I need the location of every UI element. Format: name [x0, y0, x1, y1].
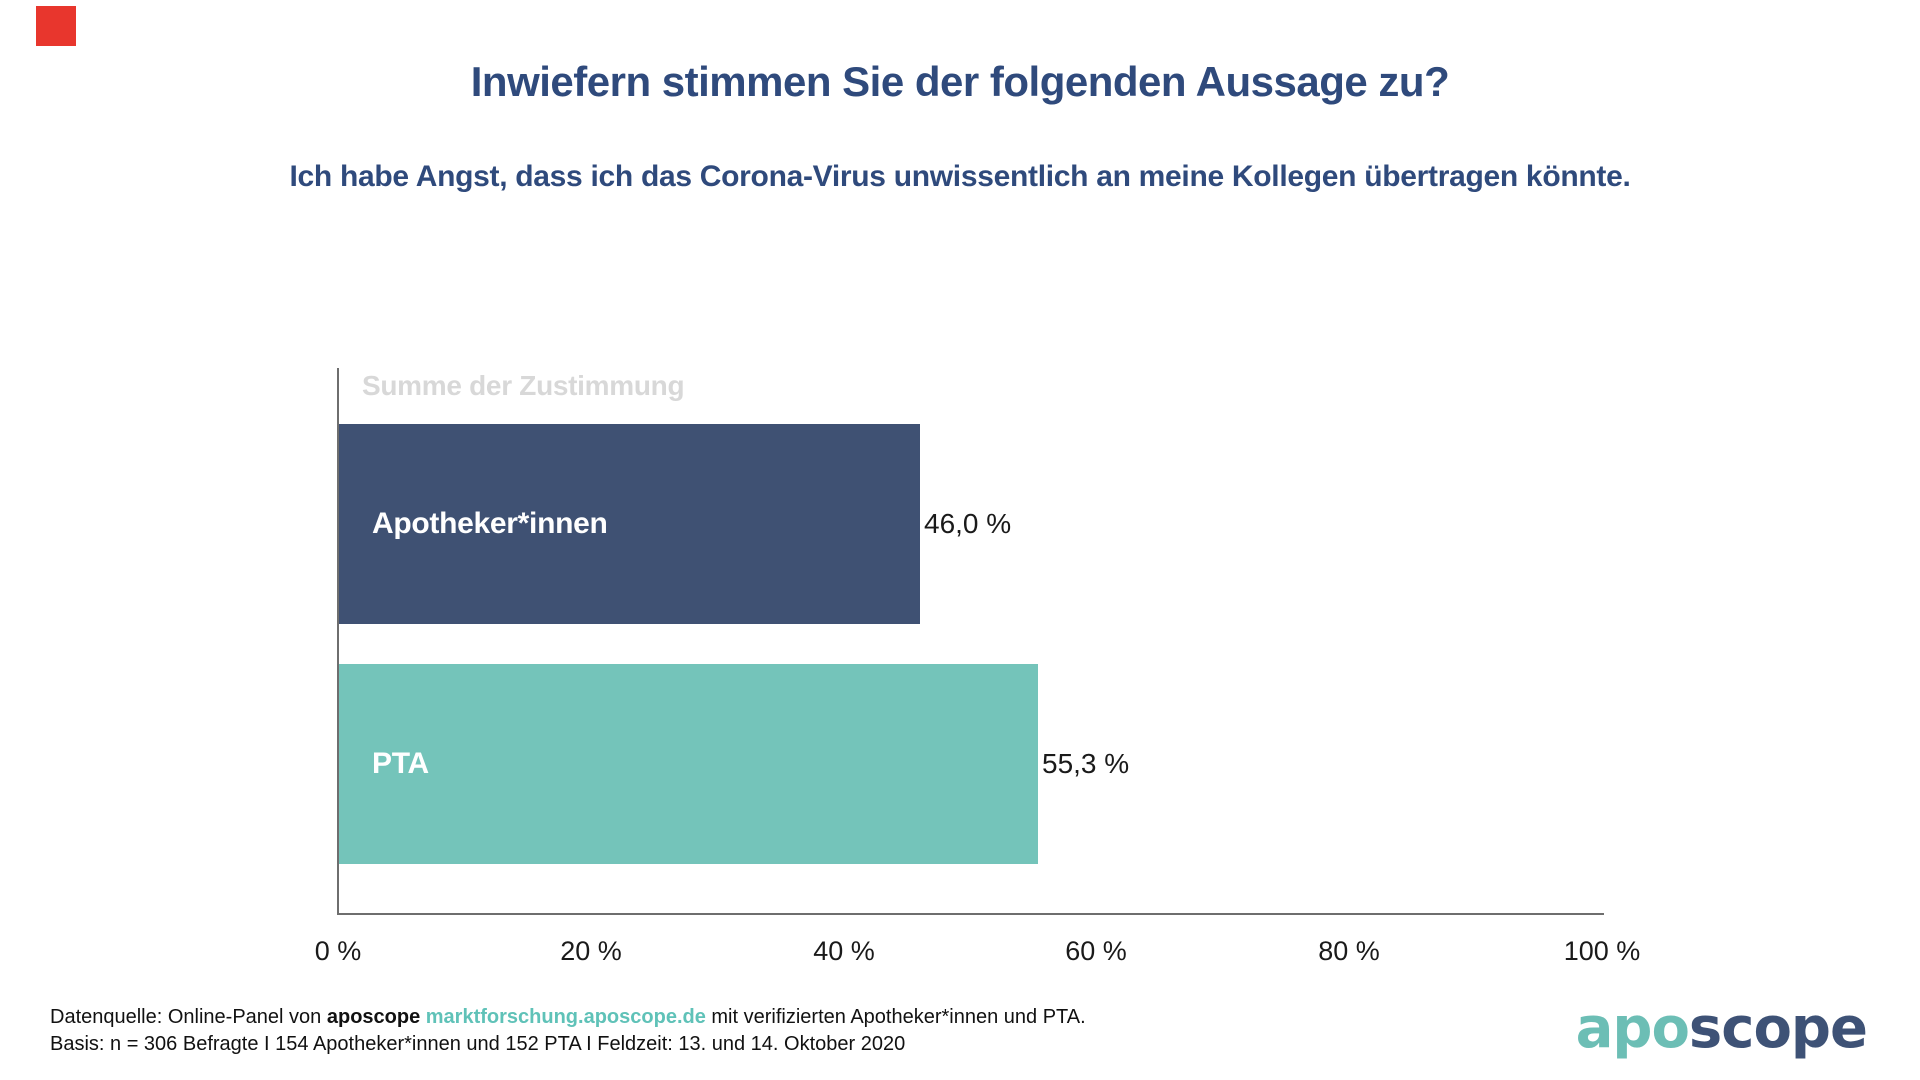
x-axis-line	[337, 913, 1604, 915]
y-axis-line	[337, 368, 339, 914]
x-tick-0: 0 %	[314, 936, 362, 966]
bar-label-apotheker-innen: Apotheker*innen	[372, 507, 608, 540]
bar-pta: PTA	[339, 664, 1038, 864]
footnote-line-1: Datenquelle: Online-Panel von aposcope m…	[50, 1004, 1086, 1031]
source-footnote: Datenquelle: Online-Panel von aposcope m…	[50, 1004, 1086, 1058]
page-title: Inwiefern stimmen Sie der folgenden Auss…	[470, 58, 1450, 105]
x-tick-20: 20 %	[560, 936, 622, 966]
bar-apotheker-innen: Apotheker*innen	[339, 424, 920, 624]
bar-label-pta: PTA	[372, 747, 429, 780]
x-tick-60: 60 %	[1065, 936, 1127, 966]
footnote-brand-name: aposcope	[326, 1006, 421, 1028]
x-tick-100: 100 %	[1563, 936, 1641, 966]
x-tick-80: 80 %	[1318, 936, 1380, 966]
page-subtitle: Ich habe Angst, dass ich das Corona-Viru…	[289, 160, 1631, 193]
corner-accent-square	[36, 6, 76, 46]
x-tick-40: 40 %	[813, 936, 875, 966]
value-label-pta: 55,3 %	[1042, 748, 1130, 779]
aposcope-logo: aposcope	[1575, 996, 1868, 1061]
footnote-suffix-text: mit verifizierten Apotheker*innen und PT…	[705, 1006, 1086, 1028]
footnote-datenquelle-text: Datenquelle: Online-Panel von	[50, 1006, 327, 1028]
value-label-apotheker-innen: 46,0 %	[924, 508, 1012, 539]
logo-part-scope: scope	[1688, 996, 1868, 1061]
footnote-link-url[interactable]: marktforschung.aposcope.de	[420, 1006, 706, 1028]
logo-part-apo: apo	[1575, 996, 1690, 1061]
footnote-line-2: Basis: n = 306 Befragte I 154 Apotheker*…	[50, 1033, 906, 1055]
chart-series-label: Summe der Zustimmung	[362, 370, 685, 401]
